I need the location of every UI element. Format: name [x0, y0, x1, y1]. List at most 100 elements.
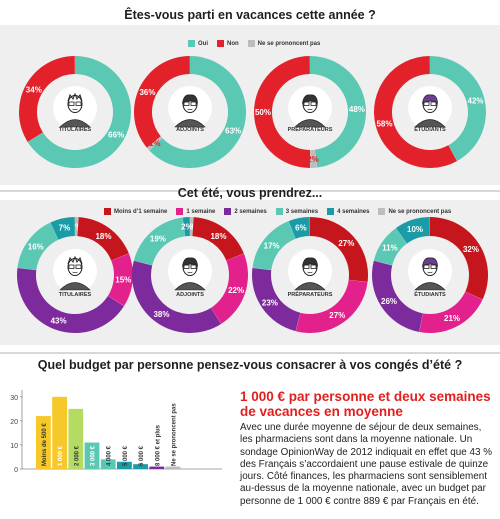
donut-slice-label: 50%: [255, 108, 271, 117]
bar: [100, 459, 116, 469]
donut-slice-label: 22%: [228, 286, 244, 295]
legend-item: Ne se prononcent pas: [378, 208, 451, 215]
bar-category-label: 3 000 €: [91, 445, 97, 466]
donut-slice: [17, 267, 124, 333]
donut-chart: 27% 27% 23% 17% 6% PRÉPARATEURS: [252, 217, 368, 333]
section-divider: [0, 352, 500, 354]
avatar-icon: [288, 249, 332, 293]
section-2-title: Cet été, vous prendrez...: [177, 186, 323, 200]
donut-category-label: ÉTUDIANTS: [414, 290, 446, 298]
avatar-icon: [408, 86, 452, 130]
donut-slice: [252, 221, 296, 271]
bar: [36, 416, 51, 469]
donut-slice-label: 27%: [338, 239, 354, 248]
donut-slice-label: 34%: [26, 85, 42, 94]
donut-slice: [108, 253, 133, 306]
donut-category-label: ADJOINTS: [176, 292, 204, 298]
bar-category-label: 2 000 €: [74, 445, 80, 466]
donut-slice-label: 17%: [264, 241, 280, 250]
donut-slice: [373, 228, 407, 266]
donut-slice-label: 26%: [381, 297, 397, 306]
donut-slice-label: 18%: [210, 232, 226, 241]
donut-chart: 48% 2% 50% PRÉPARATEURS: [253, 56, 367, 169]
avatar-icon: [168, 249, 212, 293]
donut-chart: 1% 18% 15% 43% 16% 7% TITULAIRES: [17, 217, 133, 333]
donut-slice: [18, 56, 75, 143]
legend-label: Ne se prononcent pas: [388, 208, 452, 215]
donut-slice: [17, 222, 59, 271]
bar-category-label: 5 000 €: [123, 445, 129, 466]
donut-slice: [192, 217, 244, 261]
legend-item: 3 semaines: [275, 208, 318, 215]
bar: [117, 461, 132, 469]
donut-slice: [310, 56, 367, 168]
avatar-icon: [408, 249, 452, 293]
avatar-icon: [53, 249, 97, 293]
donut-slice: [253, 56, 310, 169]
donut-slice-label: 1%: [71, 223, 83, 232]
donut-slice: [288, 217, 310, 239]
avatar-icon: [168, 86, 212, 130]
legend-swatch: [327, 208, 335, 215]
bar: [68, 408, 84, 469]
donut-slice-label: 6%: [295, 223, 307, 232]
donut-slice-label: 27%: [329, 311, 345, 320]
donut-slice: [295, 279, 368, 333]
bar-category-label: 6 000 €: [139, 445, 145, 466]
donut-category-label: ÉTUDIANTS: [414, 125, 446, 133]
donut-slice-label: 58%: [376, 120, 392, 129]
bar: [165, 466, 181, 469]
donut-slice-label: 1%: [186, 223, 198, 232]
donut-slice-label: 16%: [28, 242, 44, 251]
donut-slice: [419, 291, 483, 333]
legend-swatch: [247, 40, 255, 47]
donut-slice: [149, 56, 246, 168]
donut-chart: 63% 1% 36% ADJOINTS: [134, 56, 246, 168]
donut-slice-label: 2%: [181, 223, 193, 232]
legend-label: Non: [227, 40, 239, 47]
donut-category-label: PRÉPARATEURS: [288, 125, 333, 133]
donut-slice-label: 32%: [463, 245, 479, 254]
donut-slice-label: 42%: [468, 96, 484, 105]
donut-chart: 66% 34% TITULAIRES: [18, 56, 131, 168]
legend-swatch: [104, 208, 111, 215]
bar: [133, 464, 148, 469]
bar-category-label: Ne se prononcent pas: [172, 403, 178, 466]
legend-label: 1 semaine: [186, 208, 216, 215]
donut-slice: [430, 217, 489, 300]
legend-item: Oui: [188, 40, 208, 47]
legend-swatch: [217, 40, 224, 47]
donut-chart: 32% 21% 26% 11% 10% ÉTUDIANTS: [372, 217, 489, 333]
legend-swatch: [275, 208, 283, 215]
donut-slice-label: 48%: [349, 105, 365, 114]
bar-category-label: 8 000 € et plus: [155, 424, 161, 466]
donut-slice: [75, 217, 79, 237]
donut-slice: [50, 217, 75, 240]
section-divider: [0, 190, 500, 192]
donut-slice-label: 18%: [95, 232, 111, 241]
donut-slice-label: 36%: [139, 88, 155, 97]
donut-slice-label: 21%: [444, 314, 460, 323]
avatar-icon: [288, 86, 332, 130]
legend-item: Non: [217, 40, 239, 47]
bar-category-label: Moins de 500 €: [42, 423, 48, 466]
bar: [149, 466, 165, 469]
legend-label: Moins d’1 semaine: [114, 208, 168, 215]
bar: [52, 396, 67, 469]
donut-slice-label: 15%: [115, 276, 131, 285]
donut-slice-label: 38%: [153, 310, 169, 319]
y-tick-label: 10: [10, 443, 18, 450]
donut-slice-label: 11%: [382, 244, 398, 253]
legend-label: Oui: [198, 40, 208, 47]
donut-category-label: TITULAIRES: [59, 127, 92, 133]
donut-slice: [395, 217, 430, 244]
y-tick-label: 0: [14, 467, 18, 474]
donut-slice: [146, 136, 163, 151]
legend-label: Ne se prononcent pas: [257, 40, 321, 47]
donut-slice-label: 66%: [108, 131, 124, 140]
legend-item: Moins d’1 semaine: [104, 208, 167, 215]
donut-slice: [310, 149, 318, 168]
bar-category-label: 4 000 €: [107, 445, 113, 466]
legend-section-1: Oui Non Ne se prononcent pas: [188, 40, 329, 47]
legend-item: 4 semaines: [327, 208, 369, 215]
